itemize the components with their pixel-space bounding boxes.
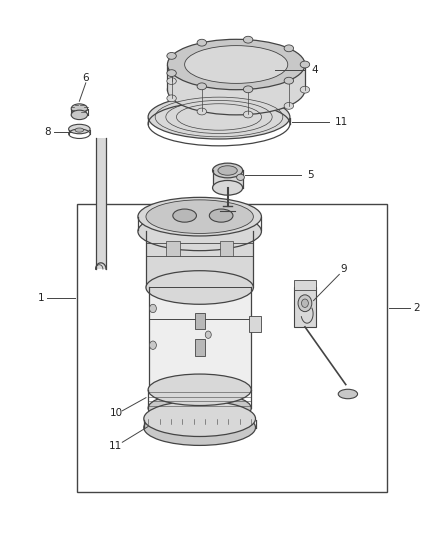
Ellipse shape [167, 70, 177, 77]
Ellipse shape [173, 209, 196, 222]
Bar [146, 231, 253, 287]
Bar [248, 317, 261, 332]
Ellipse shape [71, 104, 88, 114]
Text: 11: 11 [335, 117, 348, 127]
Bar [77, 204, 387, 492]
Ellipse shape [167, 78, 177, 85]
Circle shape [205, 331, 211, 338]
Bar [294, 287, 316, 327]
Ellipse shape [244, 86, 253, 93]
Ellipse shape [138, 212, 261, 251]
Bar [95, 138, 106, 269]
Ellipse shape [167, 64, 305, 115]
Circle shape [298, 295, 312, 312]
Circle shape [301, 299, 308, 308]
Ellipse shape [185, 46, 288, 83]
Bar [212, 171, 243, 188]
Text: 1: 1 [37, 293, 44, 303]
Ellipse shape [148, 392, 251, 424]
Ellipse shape [197, 108, 207, 115]
Ellipse shape [197, 83, 207, 90]
Bar [148, 287, 251, 390]
Text: 10: 10 [110, 408, 123, 418]
Ellipse shape [148, 374, 251, 406]
Ellipse shape [144, 401, 255, 437]
Ellipse shape [197, 64, 207, 71]
Ellipse shape [146, 271, 253, 304]
Bar [219, 241, 233, 256]
Ellipse shape [167, 39, 305, 90]
Ellipse shape [284, 70, 293, 77]
Bar [194, 313, 205, 329]
Bar [294, 280, 316, 290]
Bar [166, 241, 180, 256]
Ellipse shape [146, 200, 253, 233]
Ellipse shape [71, 110, 88, 119]
Ellipse shape [167, 95, 177, 102]
Text: 8: 8 [44, 127, 50, 136]
Circle shape [149, 304, 156, 313]
Text: 4: 4 [311, 64, 318, 75]
Ellipse shape [300, 61, 310, 68]
Text: 6: 6 [82, 72, 89, 83]
Text: 2: 2 [413, 303, 420, 313]
Ellipse shape [148, 95, 290, 139]
Ellipse shape [244, 61, 253, 68]
Ellipse shape [338, 389, 357, 399]
Ellipse shape [212, 163, 243, 178]
Ellipse shape [244, 111, 253, 118]
Circle shape [149, 341, 156, 350]
Bar [194, 339, 205, 356]
Ellipse shape [75, 128, 84, 132]
Ellipse shape [138, 197, 261, 236]
Text: 11: 11 [109, 441, 123, 451]
Ellipse shape [284, 77, 293, 84]
Ellipse shape [197, 39, 207, 46]
Ellipse shape [300, 86, 310, 93]
Text: 5: 5 [307, 169, 314, 180]
Ellipse shape [69, 124, 90, 134]
Bar [167, 64, 305, 90]
Ellipse shape [237, 174, 244, 181]
Ellipse shape [218, 166, 237, 175]
Ellipse shape [212, 181, 243, 195]
Ellipse shape [209, 209, 233, 222]
Ellipse shape [144, 410, 255, 446]
Ellipse shape [284, 45, 293, 52]
Ellipse shape [167, 52, 177, 59]
Ellipse shape [284, 102, 293, 109]
Ellipse shape [244, 36, 253, 43]
Text: 9: 9 [340, 264, 347, 274]
